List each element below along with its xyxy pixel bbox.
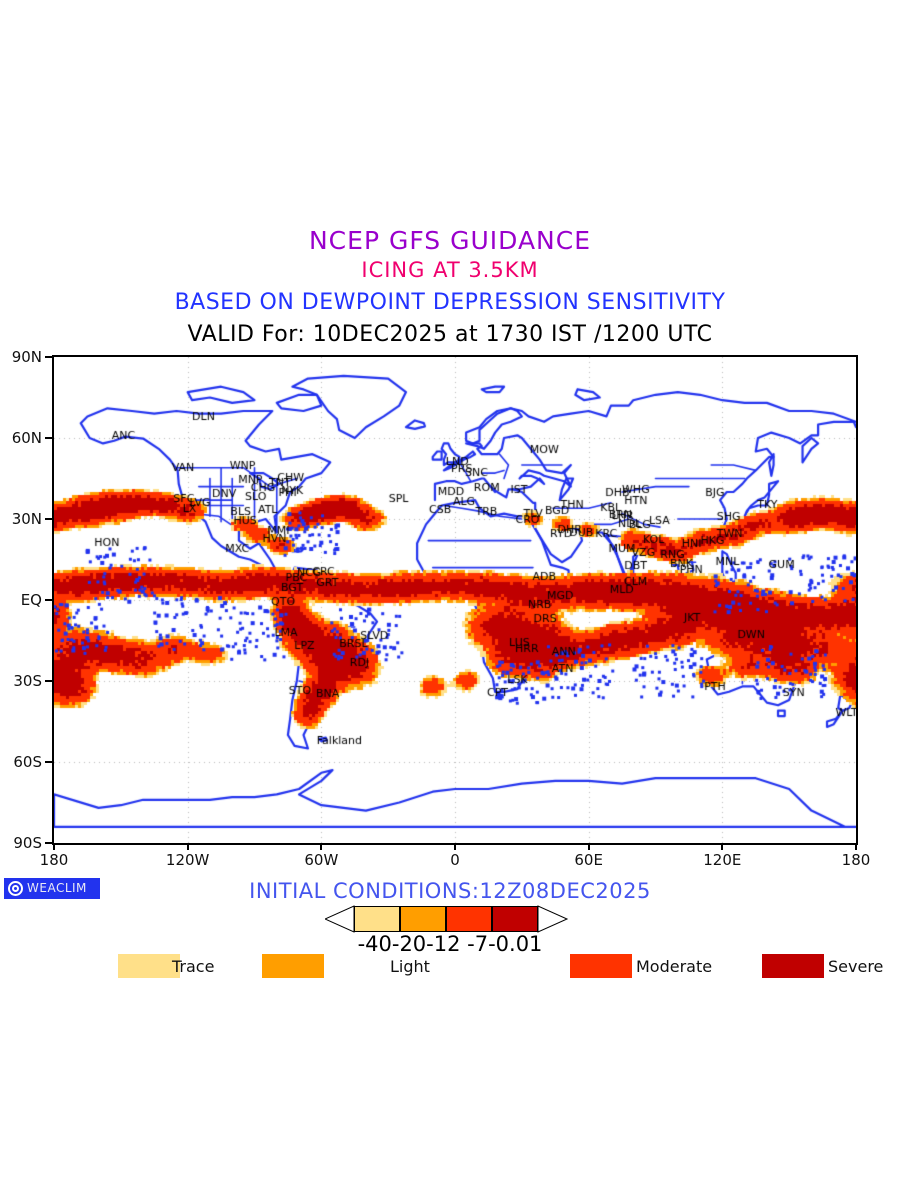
x-axis-tick-label: 0: [450, 851, 460, 869]
legend-swatch-severe: [762, 954, 824, 978]
legend-swatch-moderate: [570, 954, 632, 978]
x-axis-tick: [721, 843, 724, 850]
legend-label-light: Light: [390, 957, 430, 976]
logo-circle-icon: [8, 881, 23, 896]
y-axis-tick: [45, 437, 53, 439]
y-axis-tick-label: 90N: [11, 348, 42, 366]
x-axis-tick-label: 120W: [165, 851, 210, 869]
x-axis-tick-label: 120E: [703, 851, 742, 869]
y-axis-tick-label: 30S: [13, 672, 42, 690]
x-axis-tick: [186, 843, 189, 850]
legend-swatch-trace: [118, 954, 180, 978]
colorbar-tick-labels: -40-20-12 -7-0.01: [357, 932, 543, 956]
y-axis-tick-label: EQ: [20, 591, 42, 609]
logo-label: WEACLIM: [27, 881, 87, 895]
legend-label-trace: Trace: [172, 957, 215, 976]
world-map: [52, 355, 858, 845]
x-axis-tick-label: 60W: [304, 851, 339, 869]
y-axis-tick: [45, 356, 53, 358]
y-axis-tick-label: 60S: [13, 753, 42, 771]
weaclim-logo: WEACLIM: [4, 878, 100, 899]
y-axis-tick: [45, 761, 53, 763]
y-axis-tick-label: 90S: [13, 834, 42, 852]
y-axis-tick: [45, 842, 53, 844]
legend-label-severe: Severe: [828, 957, 884, 976]
y-axis-tick: [45, 680, 53, 682]
legend-swatch-light: [262, 954, 324, 978]
y-axis-tick: [45, 599, 53, 601]
page-title-method: BASED ON DEWPOINT DEPRESSION SENSITIVITY: [174, 290, 726, 315]
x-axis-tick: [855, 843, 857, 850]
colorbar-segment-trace: [354, 906, 400, 932]
x-axis-tick-label: 180: [39, 851, 69, 869]
colorbar-segment-moderate: [446, 906, 492, 932]
x-axis-tick: [320, 843, 323, 850]
x-axis-tick: [454, 843, 456, 850]
map-canvas: [54, 357, 856, 843]
colorbar: -40-20-12 -7-0.01: [0, 904, 900, 956]
y-axis-tick: [45, 518, 53, 520]
severity-legend: Trace Light Moderate Severe: [0, 954, 900, 982]
page-title-model: NCEP GFS GUIDANCE: [308, 226, 591, 255]
x-axis-tick-label: 60E: [574, 851, 603, 869]
colorbar-segment-light: [400, 906, 446, 932]
colorbar-track: [325, 904, 575, 934]
x-axis-tick-label: 180: [841, 851, 871, 869]
page-title-product: ICING AT 3.5KM: [361, 258, 539, 282]
logo-inner-circle-icon: [12, 885, 19, 892]
x-axis-tick: [587, 843, 590, 850]
colorbar-segment-severe: [492, 906, 538, 932]
y-axis-tick-label: 60N: [11, 429, 42, 447]
page-title-validity: VALID For: 10DEC2025 at 1730 IST /1200 U…: [187, 322, 713, 347]
legend-label-moderate: Moderate: [636, 957, 713, 976]
initial-conditions-label: INITIAL CONDITIONS:12Z08DEC2025: [249, 879, 651, 903]
x-axis-tick: [53, 843, 55, 850]
y-axis-tick-label: 30N: [11, 510, 42, 528]
